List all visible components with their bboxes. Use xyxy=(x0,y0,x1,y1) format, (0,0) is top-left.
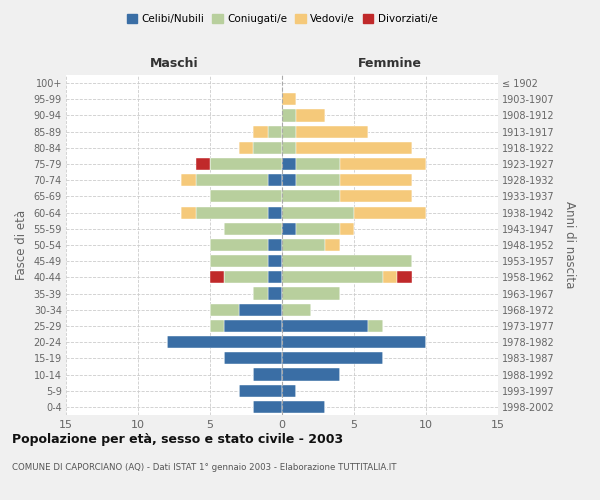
Bar xyxy=(282,110,296,122)
Bar xyxy=(282,304,311,316)
Bar xyxy=(282,93,296,106)
Bar xyxy=(340,174,412,186)
Bar xyxy=(340,158,426,170)
Bar xyxy=(253,368,282,380)
Bar xyxy=(354,206,426,218)
Bar xyxy=(268,239,282,251)
Bar xyxy=(239,384,282,397)
Bar xyxy=(282,158,296,170)
Bar xyxy=(268,255,282,268)
Bar xyxy=(282,239,325,251)
Bar xyxy=(296,110,325,122)
Bar xyxy=(296,222,340,235)
Text: Femmine: Femmine xyxy=(358,57,422,70)
Bar xyxy=(296,158,340,170)
Bar xyxy=(224,272,268,283)
Text: Maschi: Maschi xyxy=(149,57,199,70)
Bar xyxy=(282,222,296,235)
Bar xyxy=(282,368,340,380)
Bar xyxy=(282,142,296,154)
Bar xyxy=(253,126,268,138)
Bar xyxy=(340,222,354,235)
Bar xyxy=(224,222,282,235)
Bar xyxy=(268,288,282,300)
Bar xyxy=(210,239,268,251)
Bar xyxy=(296,126,368,138)
Bar xyxy=(268,126,282,138)
Bar xyxy=(224,352,282,364)
Legend: Celibi/Nubili, Coniugati/e, Vedovi/e, Divorziati/e: Celibi/Nubili, Coniugati/e, Vedovi/e, Di… xyxy=(122,10,442,29)
Bar xyxy=(268,272,282,283)
Bar xyxy=(239,142,253,154)
Bar xyxy=(196,174,268,186)
Bar xyxy=(282,190,340,202)
Bar xyxy=(196,158,210,170)
Bar xyxy=(210,272,224,283)
Bar xyxy=(210,255,268,268)
Bar xyxy=(181,206,196,218)
Bar xyxy=(282,174,296,186)
Bar xyxy=(282,272,383,283)
Y-axis label: Anni di nascita: Anni di nascita xyxy=(563,202,577,288)
Bar xyxy=(296,142,412,154)
Text: Popolazione per età, sesso e stato civile - 2003: Popolazione per età, sesso e stato civil… xyxy=(12,432,343,446)
Bar xyxy=(383,272,397,283)
Bar xyxy=(210,320,224,332)
Bar xyxy=(224,320,282,332)
Bar xyxy=(282,384,296,397)
Text: COMUNE DI CAPORCIANO (AQ) - Dati ISTAT 1° gennaio 2003 - Elaborazione TUTTITALIA: COMUNE DI CAPORCIANO (AQ) - Dati ISTAT 1… xyxy=(12,462,397,471)
Bar xyxy=(239,304,282,316)
Bar xyxy=(368,320,383,332)
Bar xyxy=(282,320,368,332)
Bar xyxy=(268,174,282,186)
Bar xyxy=(282,255,412,268)
Bar xyxy=(181,174,196,186)
Bar xyxy=(282,206,354,218)
Bar xyxy=(253,142,282,154)
Bar xyxy=(296,174,340,186)
Bar xyxy=(282,336,426,348)
Bar xyxy=(196,206,268,218)
Bar xyxy=(325,239,340,251)
Bar xyxy=(397,272,412,283)
Y-axis label: Fasce di età: Fasce di età xyxy=(15,210,28,280)
Bar xyxy=(210,190,282,202)
Bar xyxy=(340,190,412,202)
Bar xyxy=(282,401,325,413)
Bar xyxy=(282,352,383,364)
Bar xyxy=(282,288,340,300)
Bar xyxy=(282,126,296,138)
Bar xyxy=(268,206,282,218)
Bar xyxy=(253,401,282,413)
Bar xyxy=(253,288,268,300)
Bar xyxy=(210,158,282,170)
Bar xyxy=(210,304,239,316)
Bar xyxy=(167,336,282,348)
